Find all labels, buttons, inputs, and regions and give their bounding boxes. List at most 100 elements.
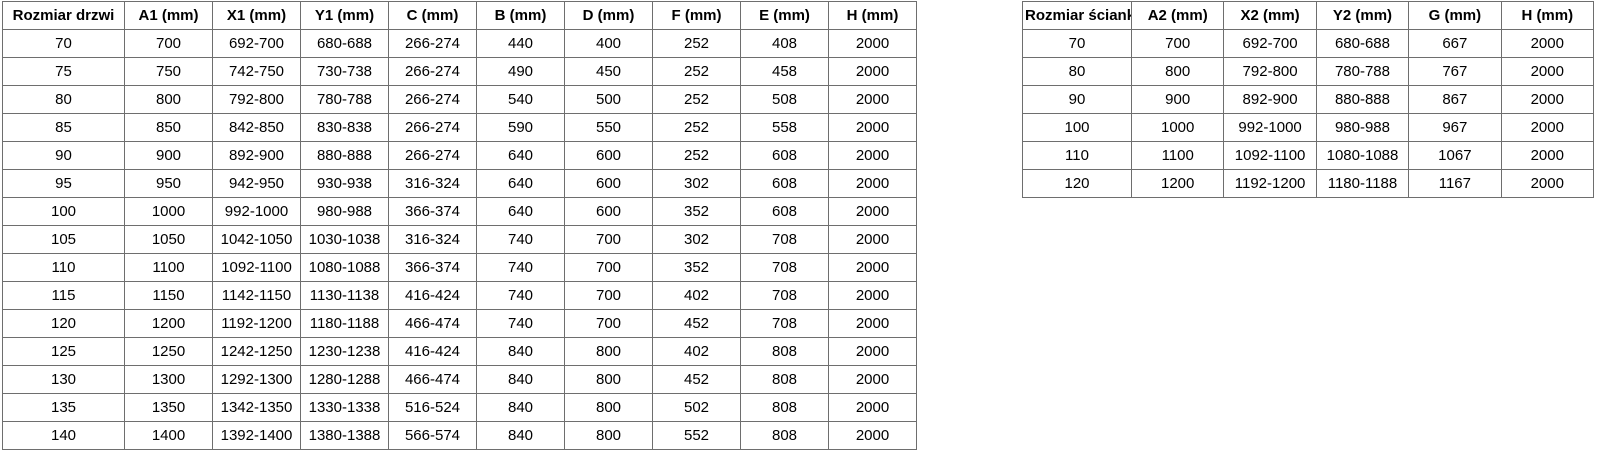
table-cell: 1330-1338 xyxy=(300,393,389,422)
table-cell: 366-374 xyxy=(388,197,477,226)
table-cell: 2000 xyxy=(828,393,917,422)
table-cell: 950 xyxy=(124,169,213,198)
table-cell: 2000 xyxy=(828,337,917,366)
table-cell: 2000 xyxy=(828,253,917,282)
table-cell: 366-374 xyxy=(388,253,477,282)
table-cell: 600 xyxy=(564,141,653,170)
table-cell: 740 xyxy=(476,253,565,282)
table-cell: 452 xyxy=(652,309,741,338)
table-cell: 680-688 xyxy=(1315,29,1410,58)
table-cell: 115 xyxy=(2,281,125,310)
table-cell: 792-800 xyxy=(212,85,301,114)
table-cell: 600 xyxy=(564,169,653,198)
table-cell: 1280-1288 xyxy=(300,365,389,394)
table-cell: 440 xyxy=(476,29,565,58)
table-cell: 1250 xyxy=(124,337,213,366)
table-cell: 808 xyxy=(740,337,829,366)
table-cell: 2000 xyxy=(828,85,917,114)
table-cell: 608 xyxy=(740,169,829,198)
table-cell: 1380-1388 xyxy=(300,421,389,450)
table-cell: 967 xyxy=(1408,113,1502,142)
table-cell: 266-274 xyxy=(388,141,477,170)
table-cell: 742-750 xyxy=(212,57,301,86)
table-cell: 1100 xyxy=(124,253,213,282)
table-cell: 730-738 xyxy=(300,57,389,86)
table-cell: 2000 xyxy=(828,421,917,450)
table-cell: 1200 xyxy=(124,309,213,338)
table-cell: 700 xyxy=(564,253,653,282)
table-cell: 120 xyxy=(2,309,125,338)
table-cell: 980-988 xyxy=(1315,113,1410,142)
table-cell: 70 xyxy=(1022,29,1132,58)
table-cell: 135 xyxy=(2,393,125,422)
table-cell: 458 xyxy=(740,57,829,86)
column-header: B (mm) xyxy=(476,1,565,30)
table-cell: 416-424 xyxy=(388,281,477,310)
table-cell: 692-700 xyxy=(212,29,301,58)
table-cell: 2000 xyxy=(828,169,917,198)
table-cell: 540 xyxy=(476,85,565,114)
table-cell: 590 xyxy=(476,113,565,142)
table-cell: 1192-1200 xyxy=(212,309,301,338)
table-cell: 700 xyxy=(124,29,213,58)
column-header: H (mm) xyxy=(1500,1,1595,30)
table-cell: 800 xyxy=(124,85,213,114)
table-cell: 1067 xyxy=(1408,141,1502,170)
table-cell: 252 xyxy=(652,57,741,86)
table-cell: 767 xyxy=(1408,57,1502,86)
table-row: 90 900 892-900 880-888 266-274 640 600 252 608 20… xyxy=(2,141,917,170)
table-cell: 1042-1050 xyxy=(212,225,301,254)
table-cell: 2000 xyxy=(828,197,917,226)
table-row: 90 900 892-900 880-888 867 2000 xyxy=(1022,85,1595,114)
table-row: 140 1400 1392-1400 1380-1388 566-574 840 800 55… xyxy=(2,421,917,450)
table-cell: 1192-1200 xyxy=(1223,169,1317,198)
table-cell: 1200 xyxy=(1130,169,1225,198)
table-cell: 408 xyxy=(740,29,829,58)
table-cell: 840 xyxy=(476,393,565,422)
table-cell: 980-988 xyxy=(300,197,389,226)
table-cell: 792-800 xyxy=(1223,57,1317,86)
table-row: 120 1200 1192-1200 1180-1188 466-474 740 700 45… xyxy=(2,309,917,338)
table-cell: 140 xyxy=(2,421,125,450)
table-cell: 2000 xyxy=(1500,169,1595,198)
table-cell: 680-688 xyxy=(300,29,389,58)
header-row: Rozmiar drzwi A1 (mm) X1 (mm) Y1 (mm) C (mm)… xyxy=(2,1,917,30)
table-cell: 552 xyxy=(652,421,741,450)
column-header: Rozmiar drzwi xyxy=(2,1,125,30)
table-cell: 466-474 xyxy=(388,365,477,394)
table-cell: 416-424 xyxy=(388,337,477,366)
table-cell: 316-324 xyxy=(388,225,477,254)
table-cell: 708 xyxy=(740,281,829,310)
table-cell: 402 xyxy=(652,337,741,366)
table-cell: 808 xyxy=(740,393,829,422)
table-cell: 1142-1150 xyxy=(212,281,301,310)
table-cell: 608 xyxy=(740,197,829,226)
table-cell: 100 xyxy=(1022,113,1132,142)
table-cell: 740 xyxy=(476,281,565,310)
table-cell: 302 xyxy=(652,225,741,254)
table-cell: 740 xyxy=(476,309,565,338)
table-cell: 700 xyxy=(564,309,653,338)
table-cell: 1180-1188 xyxy=(1315,169,1410,198)
table-cell: 640 xyxy=(476,141,565,170)
table-row: 110 1100 1092-1100 1080-1088 366-374 740 700 35… xyxy=(2,253,917,282)
table-cell: 1050 xyxy=(124,225,213,254)
table-row: 95 950 942-950 930-938 316-324 640 600 302 608 20… xyxy=(2,169,917,198)
table-cell: 1000 xyxy=(1130,113,1225,142)
table-row: 135 1350 1342-1350 1330-1338 516-524 840 800 50… xyxy=(2,393,917,422)
table-cell: 992-1000 xyxy=(1223,113,1317,142)
header-row: Rozmiar ścianki A2 (mm) X2 (mm) Y2 (mm) G (m… xyxy=(1022,1,1595,30)
column-header: A2 (mm) xyxy=(1130,1,1225,30)
table-cell: 452 xyxy=(652,365,741,394)
table-cell: 892-900 xyxy=(1223,85,1317,114)
table-cell: 708 xyxy=(740,253,829,282)
table-cell: 1080-1088 xyxy=(300,253,389,282)
table-cell: 700 xyxy=(564,225,653,254)
table-cell: 840 xyxy=(476,421,565,450)
table-cell: 125 xyxy=(2,337,125,366)
table-cell: 1300 xyxy=(124,365,213,394)
table-cell: 1092-1100 xyxy=(212,253,301,282)
table-cell: 880-888 xyxy=(300,141,389,170)
table-cell: 352 xyxy=(652,253,741,282)
